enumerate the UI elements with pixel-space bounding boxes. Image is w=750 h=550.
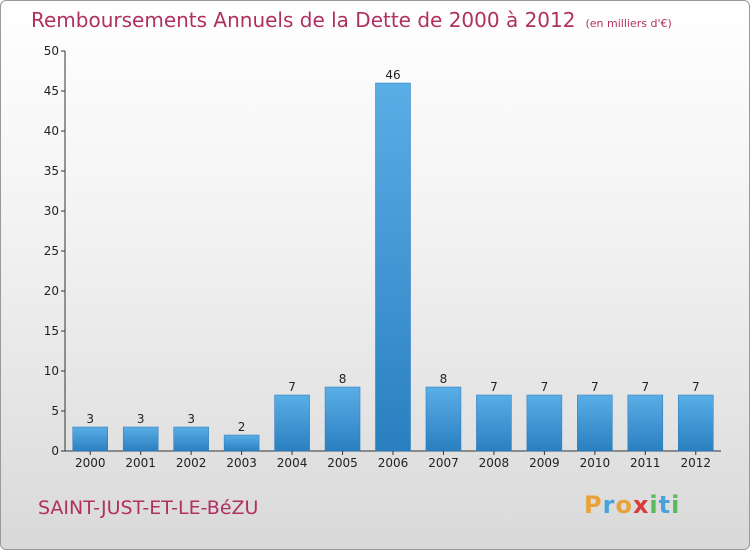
bar-value-label: 3 [187, 412, 195, 426]
bar-2008 [476, 394, 512, 452]
bar-value-label: 7 [288, 380, 296, 394]
bar-value-label: 7 [591, 380, 599, 394]
commune-name: SAINT-JUST-ET-LE-BéZU [38, 497, 259, 519]
x-tick-label: 2005 [327, 456, 358, 470]
bar-2007 [425, 386, 462, 452]
x-tick-label: 2008 [479, 456, 510, 470]
y-tick-label: 30 [44, 204, 59, 218]
bar-value-label: 46 [385, 68, 400, 82]
logo-letter: P [584, 491, 603, 519]
bar-2004 [274, 394, 310, 452]
y-tick-label: 15 [44, 324, 59, 338]
y-tick-label: 45 [44, 84, 59, 98]
y-tick-label: 40 [44, 124, 59, 138]
bar-2012 [678, 394, 714, 452]
x-tick-label: 2003 [226, 456, 257, 470]
x-tick-label: 2007 [428, 456, 459, 470]
bar-2005 [324, 386, 361, 452]
bar-value-label: 7 [641, 380, 649, 394]
bar-2002 [173, 426, 209, 452]
bar-2006 [375, 82, 411, 452]
bar-2010 [577, 394, 613, 452]
x-tick-label: 2012 [680, 456, 711, 470]
bar-value-label: 8 [339, 372, 347, 386]
x-tick-label: 2010 [580, 456, 611, 470]
x-tick-label: 2011 [630, 456, 661, 470]
logo-letter: i [649, 491, 659, 519]
bar-value-label: 8 [440, 372, 448, 386]
x-tick-label: 2009 [529, 456, 560, 470]
y-tick-label: 20 [44, 284, 59, 298]
x-tick-label: 2001 [125, 456, 156, 470]
bar-2009 [526, 394, 563, 452]
y-tick-label: 35 [44, 164, 59, 178]
bar-2003 [223, 434, 260, 452]
x-tick-label: 2002 [176, 456, 207, 470]
bar-value-label: 7 [541, 380, 549, 394]
x-tick-label: 2006 [378, 456, 409, 470]
y-tick-label: 5 [51, 404, 59, 418]
bar-value-label: 3 [86, 412, 94, 426]
bar-value-label: 7 [692, 380, 700, 394]
bar-value-label: 2 [238, 420, 246, 434]
bar-value-label: 7 [490, 380, 498, 394]
chart-title-text: Remboursements Annuels de la Dette de 20… [31, 8, 576, 32]
y-tick-label: 50 [44, 44, 59, 58]
proxiti-logo: Proxiti [584, 491, 680, 519]
bar-2000 [72, 426, 108, 452]
x-tick-label: 2004 [277, 456, 308, 470]
y-tick-label: 0 [51, 444, 59, 458]
y-tick-label: 10 [44, 364, 59, 378]
logo-letter: t [658, 491, 672, 519]
bar-2011 [627, 394, 664, 452]
chart-title: Remboursements Annuels de la Dette de 20… [31, 8, 672, 32]
bar-2001 [122, 426, 159, 452]
y-tick-label: 25 [44, 244, 59, 258]
bar-value-label: 3 [137, 412, 145, 426]
logo-letter: i [671, 491, 681, 519]
logo-letter: r [602, 491, 616, 519]
logo-letter: x [632, 491, 650, 519]
x-tick-label: 2000 [75, 456, 106, 470]
chart-unit: (en milliers d'€) [585, 17, 672, 30]
logo-letter: o [615, 491, 633, 519]
